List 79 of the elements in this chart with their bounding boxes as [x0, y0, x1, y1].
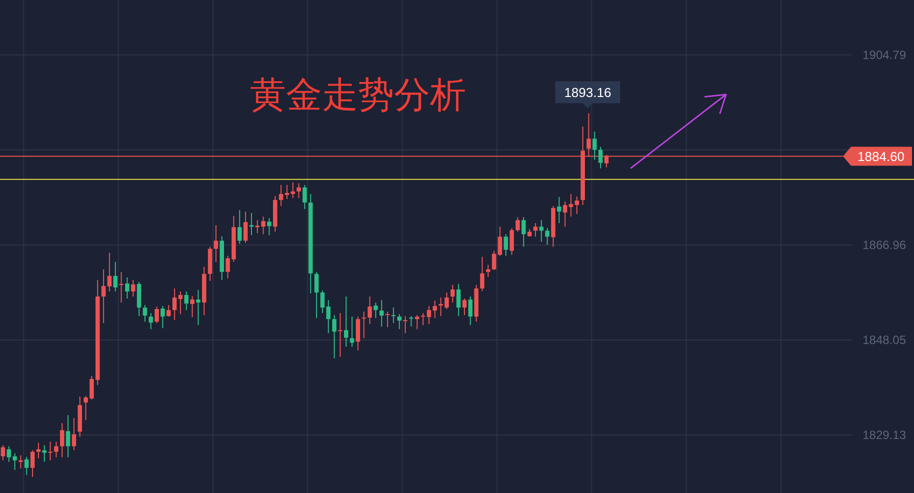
candlestick: [498, 226, 502, 256]
candlestick: [302, 184, 307, 210]
candlestick: [344, 296, 348, 348]
candlestick: [24, 456, 29, 476]
candlestick: [510, 228, 514, 256]
candlestick: [267, 218, 272, 236]
candlestick: [113, 261, 118, 292]
candlestick: [54, 441, 58, 458]
candlestick: [172, 288, 177, 321]
candlestick: [516, 216, 520, 232]
candlestick: [243, 211, 248, 244]
candlestick: [592, 131, 597, 160]
candlestick: [196, 289, 200, 326]
candlestick: [160, 306, 165, 329]
candlestick: [391, 307, 396, 324]
candlestick: [562, 201, 568, 228]
candlestick: [66, 414, 70, 458]
candlestick: [18, 454, 23, 469]
candlestick: [468, 296, 473, 326]
candlestick: [249, 212, 254, 236]
candlestick: [125, 276, 130, 300]
candlestick: [237, 210, 242, 244]
candlestick: [0, 444, 6, 461]
candlestick: [539, 220, 544, 242]
candlestick: [533, 222, 538, 238]
candlestick: [356, 316, 360, 351]
candlestick: [30, 450, 35, 478]
candlestick: [414, 314, 420, 330]
candlestick: [492, 250, 496, 270]
candlestick: [42, 444, 47, 462]
candlestick: [214, 224, 218, 262]
candlestick: [385, 311, 390, 328]
candlestick: [190, 296, 194, 318]
candlestick: [166, 304, 171, 318]
candlestick: [480, 256, 484, 292]
annotation: 1893.16: [564, 84, 612, 100]
candlestick: [374, 302, 378, 319]
y-tick-label: 1866.96: [862, 238, 906, 252]
candlestick: [521, 216, 526, 248]
y-tick-label: 1829.13: [862, 428, 906, 442]
candlestick: [450, 284, 455, 304]
candlestick: [397, 314, 402, 330]
candlestick: [178, 290, 183, 315]
candlestick: [504, 234, 508, 256]
candlestick: [184, 290, 189, 311]
candlestick: [119, 271, 124, 304]
candlestick: [60, 422, 64, 458]
candlestick: [350, 316, 354, 348]
candlestick: [72, 418, 76, 451]
candlestick: [148, 312, 154, 330]
candlestick: [142, 304, 148, 322]
candlestick: [278, 184, 284, 207]
candlestick: [154, 306, 159, 324]
candlestick: [420, 312, 426, 326]
candlestick: [403, 316, 408, 334]
candlestick: [545, 228, 550, 246]
candlestick: [379, 300, 384, 328]
candlestick: [130, 279, 136, 298]
text: 黄金走势分析: [250, 75, 466, 116]
candlestick: [338, 312, 342, 358]
candlestick: [107, 252, 112, 292]
candlestick: [314, 271, 319, 319]
ref-line-label: 1884.60: [858, 148, 904, 164]
candlestick: [362, 311, 366, 339]
y-tick-label: 1848.05: [862, 332, 906, 347]
candlestick: [101, 268, 106, 324]
candlestick: [598, 146, 603, 169]
candlestick: [368, 296, 372, 325]
candlestick: [556, 196, 562, 224]
candlestick: [456, 283, 461, 317]
candlestick: [332, 314, 336, 359]
candlestick: [36, 442, 41, 459]
candlestick: [409, 316, 414, 328]
y-tick-label: 1904.79: [862, 48, 906, 62]
candlestick: [462, 298, 467, 316]
candlestick: [48, 441, 52, 461]
candlestick: [296, 182, 301, 199]
candlestick: [486, 264, 490, 278]
candlestick: [136, 281, 142, 317]
